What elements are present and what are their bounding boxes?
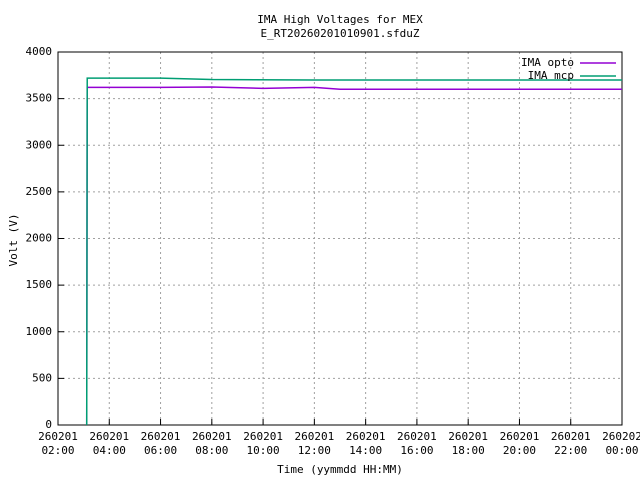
y-tick-label: 0	[45, 418, 52, 431]
x-tick-label: 260201 12:00	[294, 430, 335, 457]
x-tick-label: 260202 00:00	[602, 430, 640, 457]
series-line	[85, 77, 622, 426]
y-tick-label: 1500	[26, 278, 53, 291]
y-tick-label: 3000	[26, 138, 53, 151]
series-line	[85, 86, 622, 426]
x-tick-label: 260201 10:00	[243, 430, 283, 457]
y-tick-label: 2500	[26, 185, 53, 198]
y-tick-label: 4000	[26, 45, 53, 58]
y-tick-label: 3500	[26, 92, 53, 105]
legend-label: IMA opto	[521, 56, 574, 69]
x-tick-label: 260201 22:00	[550, 430, 591, 457]
chart-subtitle: E_RT20260201010901.sfduZ	[261, 27, 420, 40]
x-tick-label: 260201 08:00	[191, 430, 232, 457]
x-tick-label: 260201 16:00	[397, 430, 437, 457]
y-axis-label: Volt (V)	[7, 214, 20, 267]
x-tick-label: 260201 14:00	[345, 430, 386, 457]
y-tick-label: 1000	[26, 325, 53, 338]
x-tick-label: 260201 02:00	[38, 430, 78, 457]
y-tick-label: 2000	[26, 232, 53, 245]
x-tick-label: 260201 18:00	[448, 430, 489, 457]
x-tick-label: 260201 06:00	[140, 430, 181, 457]
plot-frame	[57, 51, 623, 426]
legend-label: IMA mcp	[528, 69, 574, 82]
x-axis-label: Time (yymmdd HH:MM)	[277, 463, 403, 476]
y-tick-label: 500	[32, 371, 52, 384]
x-tick-label: 260201 04:00	[89, 430, 130, 457]
chart-title: IMA High Voltages for MEX	[257, 13, 423, 26]
x-tick-label: 260201 20:00	[499, 430, 540, 457]
